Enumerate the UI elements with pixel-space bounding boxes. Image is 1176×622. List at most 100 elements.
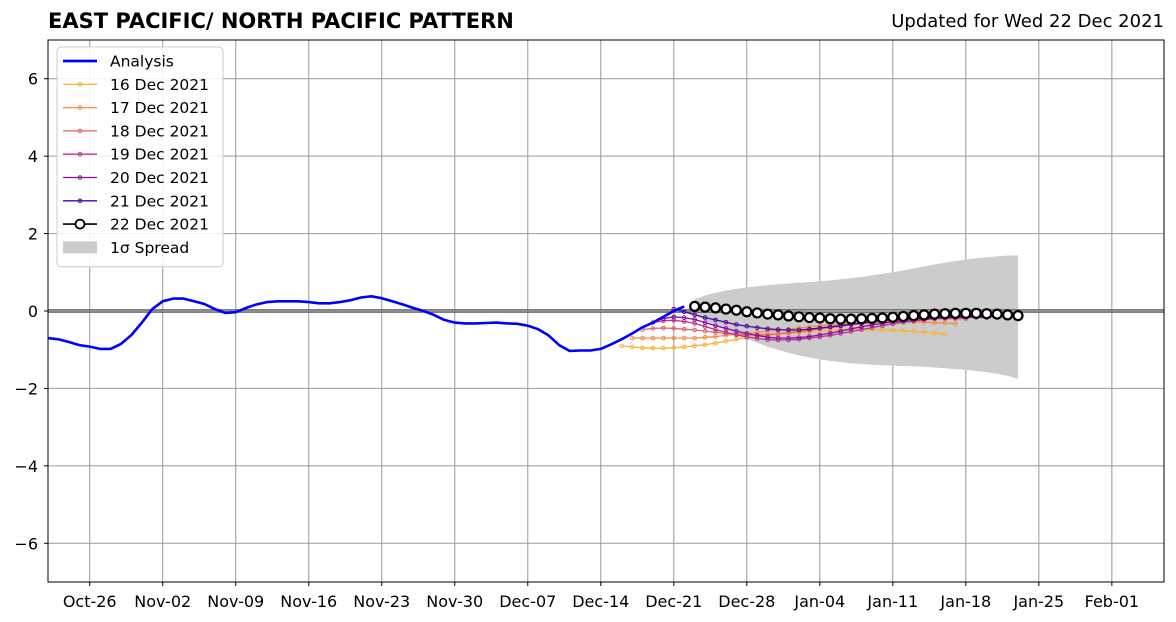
y-axis-ticks: −6 −4 −2 0 2 4 6 (14, 70, 48, 553)
latest-forecast-point (772, 309, 784, 321)
legend-swatch-marker (77, 105, 83, 110)
forecast-point (890, 328, 896, 333)
forecast-point (765, 332, 770, 337)
forecast-point (723, 338, 729, 344)
forecast-point (650, 345, 656, 351)
forecast-point (942, 320, 948, 326)
forecast-point (702, 320, 708, 325)
legend-label: 22 Dec 2021 (110, 216, 209, 234)
latest-forecast-point (939, 308, 951, 320)
x-tick-label: Dec-28 (718, 592, 775, 611)
forecast-point (692, 312, 697, 318)
legend-swatch-spread (63, 241, 97, 254)
legend-label: Analysis (110, 53, 174, 71)
latest-forecast-point (824, 313, 836, 325)
forecast-point (702, 328, 708, 334)
y-tick-label: 2 (28, 225, 38, 244)
x-tick-label: Oct-26 (63, 592, 117, 611)
latest-forecast-point (876, 312, 888, 324)
forecast-point (942, 331, 948, 337)
forecast-point (702, 335, 708, 340)
latest-forecast-point (1001, 309, 1014, 321)
forecast-point (911, 328, 916, 334)
forecast-point (629, 335, 635, 341)
forecast-point (786, 335, 791, 341)
forecast-point (702, 315, 708, 320)
forecast-point (921, 329, 927, 335)
forecast-point (848, 329, 854, 334)
legend-swatch-marker (77, 198, 83, 204)
x-tick-label: Dec-14 (572, 592, 629, 611)
x-axis-ticks: Oct-26 Nov-02 Nov-09 Nov-16 Nov-23 Nov-30 Dec-… (63, 582, 1139, 611)
legend-label: 17 Dec 2021 (110, 99, 209, 117)
x-tick-label: Jan-25 (1012, 592, 1064, 611)
forecast-point (744, 323, 750, 329)
forecast-point (775, 327, 781, 332)
series-0 (47, 294, 685, 353)
latest-forecast-point (835, 313, 847, 325)
legend-label: 21 Dec 2021 (110, 192, 209, 210)
x-tick-label: Nov-16 (280, 592, 337, 611)
forecast-point (681, 309, 687, 315)
forecast-point (671, 326, 677, 331)
latest-forecast-point (762, 308, 774, 320)
forecast-point (640, 335, 645, 341)
forecast-point (827, 330, 833, 336)
forecast-point (671, 314, 677, 320)
forecast-point (661, 335, 666, 341)
latest-forecast-point (970, 307, 982, 319)
forecast-point (671, 335, 677, 341)
forecast-point (681, 315, 687, 320)
legend-label: 18 Dec 2021 (110, 122, 209, 140)
legend-label: 1σ Spread (110, 239, 189, 257)
forecast-point (713, 329, 718, 335)
latest-forecast-point (887, 311, 899, 323)
forecast-point (744, 331, 750, 336)
latest-forecast-point (981, 308, 993, 320)
latest-forecast-point (689, 300, 701, 312)
latest-forecast-point (908, 310, 920, 322)
x-tick-label: Nov-09 (207, 592, 264, 611)
latest-forecast-point (814, 312, 826, 324)
forecast-point (932, 330, 937, 336)
x-tick-label: Jan-18 (939, 592, 991, 611)
x-tick-label: Dec-07 (499, 592, 556, 611)
forecast-point (869, 325, 875, 330)
analysis-line (47, 294, 685, 353)
forecast-point (692, 327, 697, 333)
forecast-point (796, 335, 802, 341)
forecast-point (754, 329, 760, 335)
legend-swatch-marker (77, 82, 83, 87)
forecast-point (681, 335, 687, 341)
forecast-point (661, 325, 666, 331)
x-tick-label: Jan-04 (793, 592, 845, 611)
legend-swatch-marker (77, 128, 83, 134)
y-tick-label: 6 (28, 70, 38, 89)
forecast-point (827, 324, 833, 330)
y-tick-label: −4 (14, 457, 38, 476)
forecast-point (754, 336, 760, 341)
latest-forecast-point (855, 313, 868, 325)
forecast-point (681, 344, 687, 350)
series-lines (47, 294, 1024, 353)
forecast-point (692, 343, 697, 349)
legend-swatch-marker (77, 151, 83, 157)
forecast-point (848, 326, 854, 332)
forecast-point (661, 345, 666, 351)
forecast-point (775, 335, 781, 341)
latest-forecast-point (793, 311, 805, 323)
latest-forecast-point (803, 311, 815, 324)
latest-forecast-point (741, 306, 753, 318)
forecast-point (713, 323, 718, 329)
forecast-point (817, 325, 823, 331)
forecast-point (650, 326, 656, 331)
forecast-point (702, 342, 708, 347)
chart-subtitle: Updated for Wed 22 Dec 2021 (891, 11, 1164, 32)
latest-forecast-point (720, 303, 732, 315)
latest-forecast-point (960, 307, 972, 319)
forecast-point (817, 332, 823, 338)
forecast-point (723, 319, 729, 325)
latest-forecast-point (928, 308, 941, 320)
latest-forecast-point (1012, 310, 1024, 322)
x-tick-label: Dec-21 (645, 592, 702, 611)
